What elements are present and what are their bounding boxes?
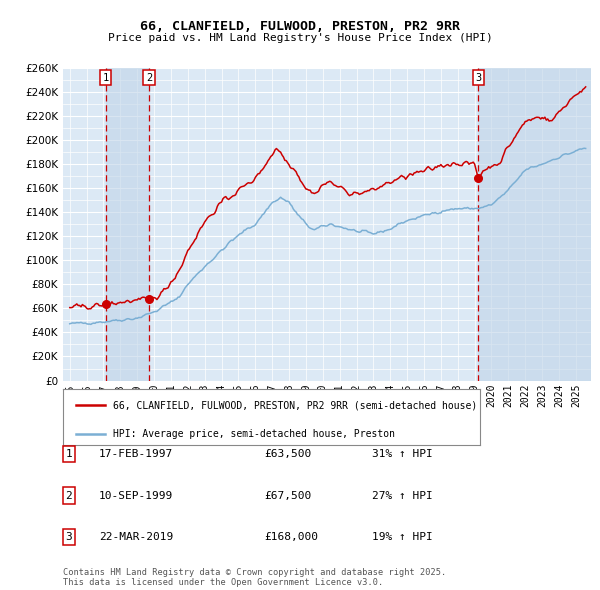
Text: Contains HM Land Registry data © Crown copyright and database right 2025.
This d: Contains HM Land Registry data © Crown c… [63,568,446,587]
Text: HPI: Average price, semi-detached house, Preston: HPI: Average price, semi-detached house,… [113,430,395,439]
Bar [478,68,591,381]
Text: 2: 2 [146,73,152,83]
Text: 1: 1 [65,450,73,459]
Text: 22-MAR-2019: 22-MAR-2019 [99,532,173,542]
Text: 1: 1 [103,73,109,83]
Text: 2: 2 [65,491,73,500]
Text: £67,500: £67,500 [264,491,311,500]
Text: 19% ↑ HPI: 19% ↑ HPI [372,532,433,542]
Text: 10-SEP-1999: 10-SEP-1999 [99,491,173,500]
Text: 27% ↑ HPI: 27% ↑ HPI [372,491,433,500]
Text: 66, CLANFIELD, FULWOOD, PRESTON, PR2 9RR: 66, CLANFIELD, FULWOOD, PRESTON, PR2 9RR [140,20,460,33]
Text: 66, CLANFIELD, FULWOOD, PRESTON, PR2 9RR (semi-detached house): 66, CLANFIELD, FULWOOD, PRESTON, PR2 9RR… [113,400,477,410]
Text: 3: 3 [475,73,481,83]
Text: 17-FEB-1997: 17-FEB-1997 [99,450,173,459]
Text: 31% ↑ HPI: 31% ↑ HPI [372,450,433,459]
Text: £168,000: £168,000 [264,532,318,542]
Text: £63,500: £63,500 [264,450,311,459]
Text: Price paid vs. HM Land Registry's House Price Index (HPI): Price paid vs. HM Land Registry's House … [107,34,493,43]
Bar [106,68,149,381]
Text: 3: 3 [65,532,73,542]
